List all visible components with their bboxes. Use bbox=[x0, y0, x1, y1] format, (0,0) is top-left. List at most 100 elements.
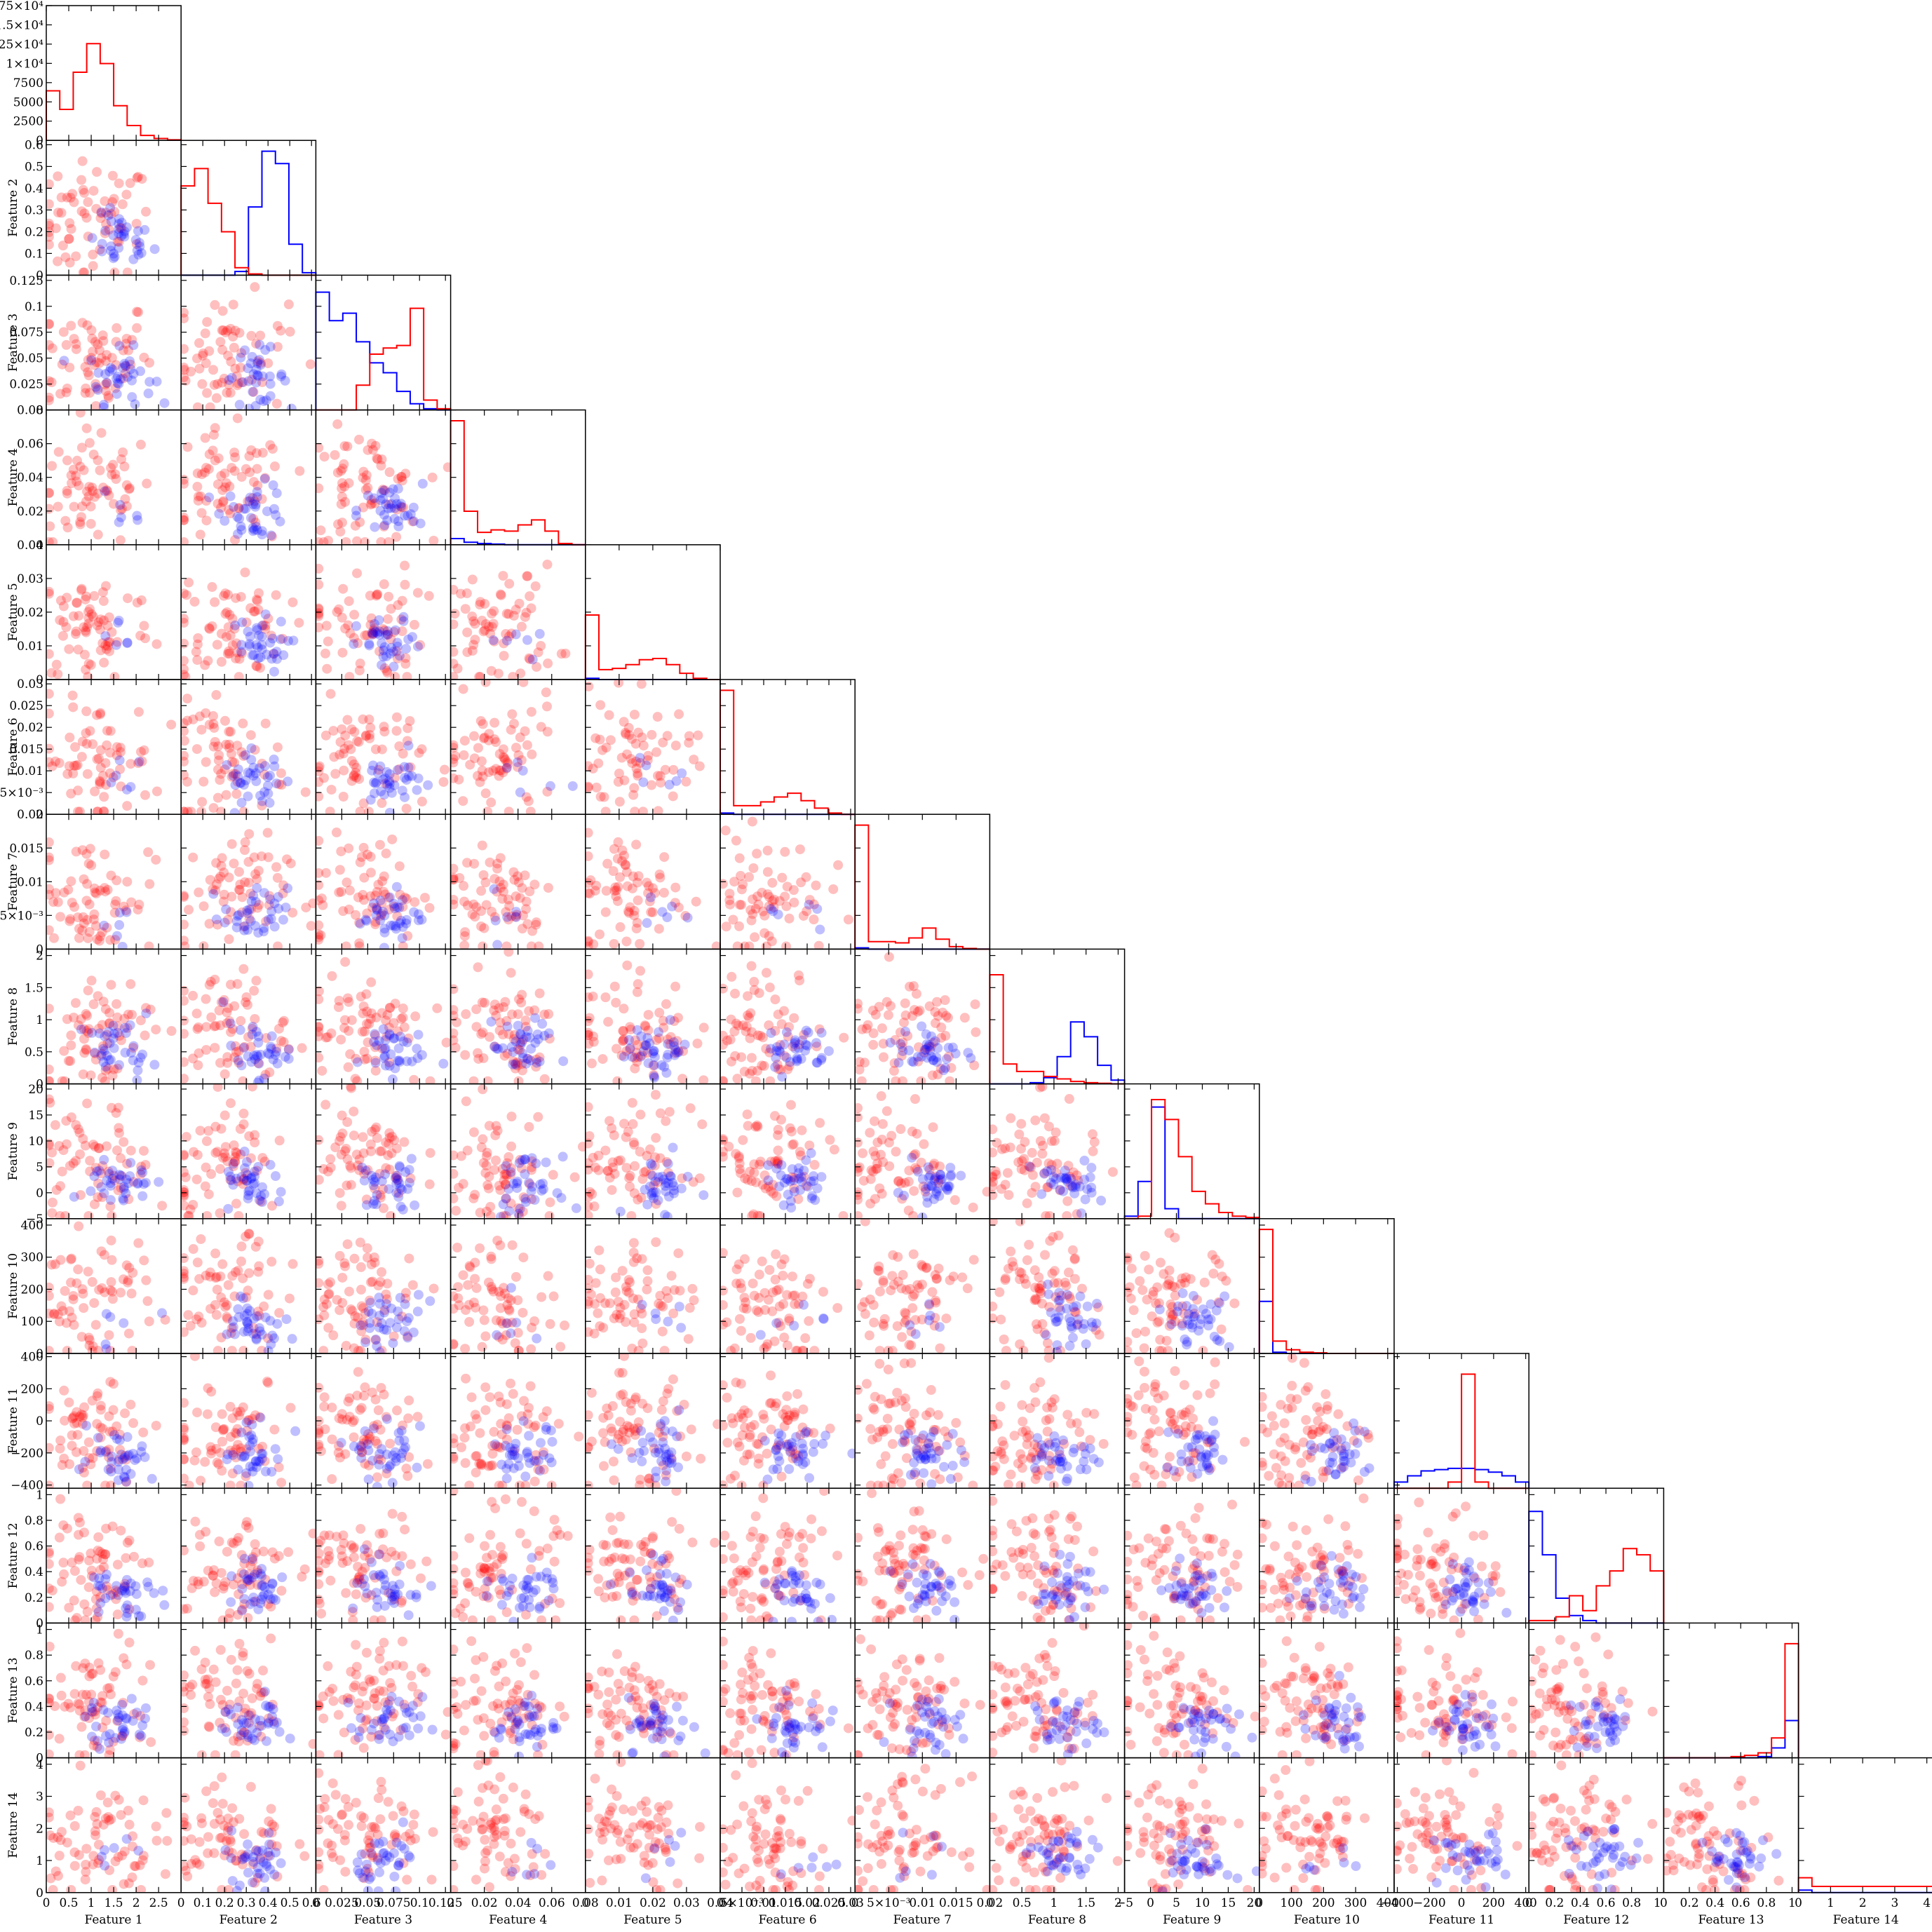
point-blue bbox=[766, 1043, 776, 1054]
point-red bbox=[339, 459, 349, 469]
point-red bbox=[335, 737, 346, 748]
point-red bbox=[88, 186, 99, 196]
point-red bbox=[288, 597, 298, 607]
point-red bbox=[1024, 1161, 1034, 1171]
point-blue bbox=[538, 1184, 548, 1194]
point-blue bbox=[393, 483, 403, 494]
point-red bbox=[1022, 1198, 1032, 1208]
point-red bbox=[46, 1346, 54, 1354]
point-blue bbox=[97, 238, 107, 249]
point-red bbox=[644, 1144, 655, 1154]
point-blue bbox=[275, 516, 285, 527]
point-blue bbox=[935, 1170, 946, 1180]
point-red bbox=[350, 1074, 360, 1084]
point-blue bbox=[256, 1191, 266, 1201]
point-blue bbox=[501, 1161, 511, 1171]
point-red bbox=[319, 773, 330, 783]
point-red bbox=[47, 461, 58, 471]
point-red bbox=[157, 1201, 168, 1211]
point-red bbox=[219, 1110, 230, 1121]
point-red bbox=[478, 1134, 488, 1144]
point-red bbox=[799, 1171, 809, 1182]
point-blue bbox=[779, 1177, 790, 1188]
point-red bbox=[111, 360, 121, 370]
point-red bbox=[507, 709, 518, 720]
point-red bbox=[990, 1166, 1001, 1177]
point-blue bbox=[116, 1170, 126, 1181]
point-red bbox=[501, 1015, 512, 1026]
point-blue bbox=[283, 883, 293, 893]
point-blue bbox=[1048, 1180, 1059, 1190]
point-red bbox=[57, 359, 67, 370]
point-red bbox=[238, 1179, 248, 1189]
point-blue bbox=[127, 392, 137, 403]
point-blue bbox=[114, 379, 124, 389]
point-red bbox=[544, 1210, 555, 1219]
point-red bbox=[269, 649, 279, 659]
point-blue bbox=[371, 910, 381, 921]
point-blue bbox=[663, 1049, 673, 1060]
point-red bbox=[120, 494, 130, 504]
point-red bbox=[377, 454, 387, 464]
point-red bbox=[263, 358, 273, 368]
point-red bbox=[104, 637, 115, 647]
point-red bbox=[107, 197, 118, 208]
point-red bbox=[795, 975, 805, 986]
point-red bbox=[355, 857, 365, 867]
point-red bbox=[107, 627, 117, 637]
point-red bbox=[349, 1130, 359, 1141]
point-red bbox=[543, 883, 553, 893]
point-red bbox=[920, 1187, 931, 1197]
point-red bbox=[730, 988, 741, 999]
point-red bbox=[81, 627, 91, 637]
scatter-panel-feature-6-vs-feature-2 bbox=[180, 679, 317, 815]
point-blue bbox=[924, 1040, 934, 1051]
point-red bbox=[79, 465, 89, 475]
point-red bbox=[349, 759, 359, 769]
y-tick-label: 0.015 bbox=[9, 842, 43, 856]
point-red bbox=[724, 1142, 734, 1152]
point-blue bbox=[251, 377, 262, 388]
point-blue bbox=[370, 1058, 381, 1068]
point-blue bbox=[527, 1182, 538, 1192]
point-red bbox=[221, 478, 231, 488]
point-red bbox=[910, 1094, 920, 1105]
point-blue bbox=[243, 767, 253, 778]
point-blue bbox=[257, 621, 267, 631]
point-blue bbox=[515, 1029, 526, 1040]
point-red bbox=[259, 1301, 269, 1311]
point-blue bbox=[401, 914, 412, 925]
point-red bbox=[394, 741, 405, 752]
point-red bbox=[908, 981, 919, 992]
point-red bbox=[181, 806, 189, 815]
point-red bbox=[219, 1148, 229, 1158]
point-red bbox=[968, 1202, 978, 1212]
point-red bbox=[355, 658, 365, 669]
point-blue bbox=[373, 768, 384, 778]
point-red bbox=[344, 596, 354, 607]
point-blue bbox=[116, 217, 127, 228]
point-red bbox=[425, 1076, 435, 1084]
point-red bbox=[216, 997, 227, 1008]
point-red bbox=[47, 1208, 58, 1218]
point-red bbox=[62, 455, 72, 466]
point-red bbox=[54, 758, 65, 769]
point-blue bbox=[370, 1173, 381, 1183]
point-red bbox=[788, 1041, 798, 1052]
point-red bbox=[405, 716, 415, 727]
point-red bbox=[94, 935, 104, 946]
point-red bbox=[116, 1171, 127, 1182]
point-red bbox=[379, 886, 389, 897]
point-red bbox=[216, 471, 227, 481]
point-red bbox=[502, 1158, 513, 1168]
point-red bbox=[498, 879, 508, 890]
point-red bbox=[135, 630, 146, 641]
point-red bbox=[513, 1009, 523, 1020]
point-red bbox=[90, 921, 101, 931]
point-red bbox=[81, 1026, 92, 1036]
point-red bbox=[1043, 1121, 1054, 1132]
point-red bbox=[487, 609, 497, 619]
point-red bbox=[731, 1018, 741, 1029]
point-red bbox=[250, 496, 260, 506]
